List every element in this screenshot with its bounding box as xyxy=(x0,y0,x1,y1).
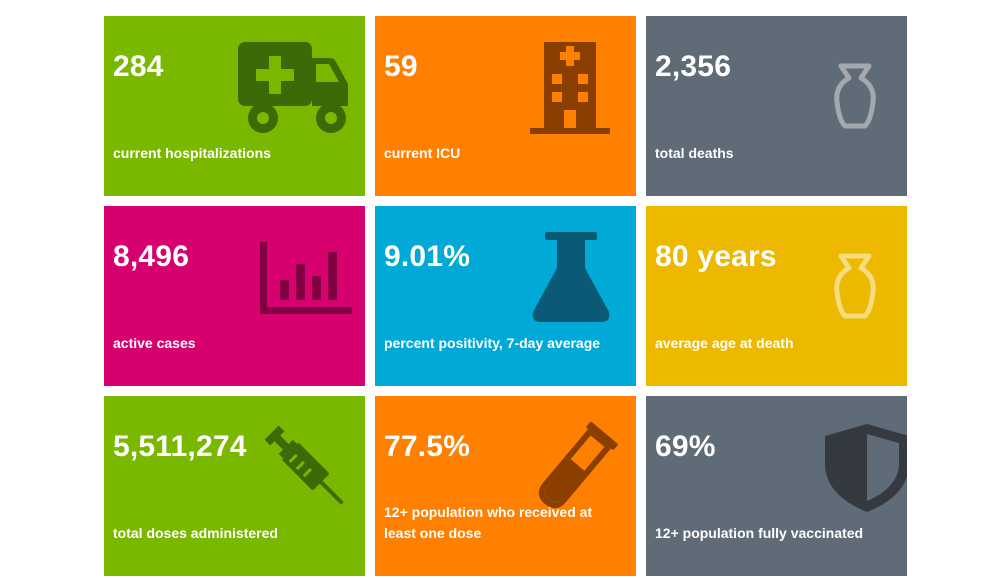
stat-value: 69% xyxy=(655,430,716,463)
stat-label: 12+ population fully vaccinated xyxy=(655,525,864,541)
stat-label: average age at death xyxy=(655,335,794,351)
stat-card-doses-administered: 5,511,274 total doses administered xyxy=(104,396,365,576)
stat-label: current hospitalizations xyxy=(113,145,271,161)
stat-value: 80 years xyxy=(655,240,777,273)
stat-card-average-age: 80 years average age at death xyxy=(646,206,907,386)
syringe-icon xyxy=(264,425,344,505)
urn-icon xyxy=(834,63,876,129)
shield-icon xyxy=(825,424,907,512)
stat-value: 8,496 xyxy=(113,240,190,273)
stat-label: percent positivity, 7-day average xyxy=(384,335,601,351)
stat-value: 77.5% xyxy=(384,430,471,463)
test-tube-icon xyxy=(538,422,618,509)
stat-label: total doses administered xyxy=(113,525,278,541)
stat-label: current ICU xyxy=(384,145,461,161)
bar-chart-icon xyxy=(260,242,352,314)
stat-value: 5,511,274 xyxy=(113,430,247,463)
stat-value: 9.01% xyxy=(384,240,471,273)
stat-value: 284 xyxy=(113,50,164,83)
ambulance-icon xyxy=(238,42,348,133)
stat-value: 2,356 xyxy=(655,50,732,83)
stat-label: total deaths xyxy=(655,145,734,161)
stat-card-active-cases: 8,496 active cases xyxy=(104,206,365,386)
stat-label: active cases xyxy=(113,335,196,351)
stats-grid: 284 current hospitalizations 59 current … xyxy=(104,16,907,576)
stat-card-one-dose: 77.5% 12+ population who received at lea… xyxy=(375,396,636,576)
stat-value: 59 xyxy=(384,50,418,83)
hospital-icon xyxy=(530,42,610,134)
stat-card-fully-vaccinated: 69% 12+ population fully vaccinated xyxy=(646,396,907,576)
stat-card-icu: 59 current ICU xyxy=(375,16,636,196)
stat-card-hospitalizations: 284 current hospitalizations xyxy=(104,16,365,196)
stat-label: 12+ population who received at least one… xyxy=(384,504,593,541)
urn-icon xyxy=(834,253,876,319)
stat-card-positivity: 9.01% percent positivity, 7-day average xyxy=(375,206,636,386)
stat-card-total-deaths: 2,356 total deaths xyxy=(646,16,907,196)
flask-icon xyxy=(532,232,610,322)
